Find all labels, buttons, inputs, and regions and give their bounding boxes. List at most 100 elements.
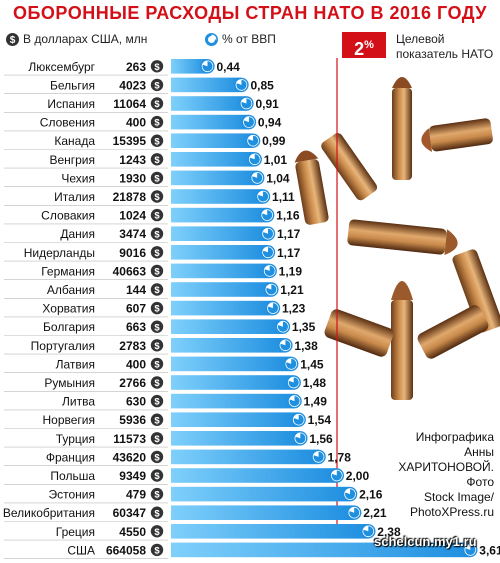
dollar-icon <box>150 320 164 333</box>
usd-value-label: 15395 <box>113 134 147 148</box>
dollar-icon <box>150 450 164 464</box>
dollar-icon-glyph: $ <box>154 378 160 389</box>
credit-line-4: Фото <box>466 475 494 489</box>
gdp-bar <box>171 486 351 502</box>
gdp-value-label: 1,17 <box>277 227 301 241</box>
gdp-value-label: 0,85 <box>250 78 274 92</box>
target-unit: % <box>364 39 374 51</box>
pie-percent-fill <box>268 303 279 314</box>
pie-percent-fill <box>262 210 273 221</box>
usd-value-label: 11573 <box>113 432 146 446</box>
gdp-bar <box>171 263 270 279</box>
usd-value-label: 263 <box>126 60 146 74</box>
gdp-value-label: 2,16 <box>359 488 383 502</box>
dollar-icon <box>150 208 164 222</box>
gdp-value-label: 1,17 <box>277 246 301 260</box>
gdp-bar <box>171 356 292 372</box>
gdp-bar <box>171 338 286 353</box>
country-label: Румыния <box>44 376 95 390</box>
dollar-icon-glyph: $ <box>154 397 160 408</box>
pie-percent-fill <box>263 247 274 258</box>
usd-value-label: 3474 <box>119 227 146 241</box>
usd-value-label: 21878 <box>113 190 147 204</box>
dollar-icon <box>150 264 164 278</box>
gdp-bar <box>171 449 319 465</box>
country-label: Испания <box>47 97 95 111</box>
country-label: Хорватия <box>42 302 95 316</box>
dollar-icon-glyph: $ <box>154 434 160 445</box>
country-label: Норвегия <box>42 413 95 427</box>
pie-percent-fill <box>248 135 259 146</box>
country-label: Германия <box>41 264 95 278</box>
gdp-bar <box>171 524 369 539</box>
country-label: Венгрия <box>49 153 95 167</box>
gdp-bar <box>171 300 273 316</box>
gdp-bar <box>171 245 268 260</box>
cartridge-vertical-top <box>392 77 412 180</box>
dollar-icon-glyph: $ <box>154 81 160 92</box>
dollar-icon <box>150 171 164 185</box>
usd-value-label: 4550 <box>119 525 146 539</box>
country-label: Греция <box>56 525 95 539</box>
country-label: Канада <box>54 134 95 148</box>
gdp-value-label: 1,01 <box>264 153 288 167</box>
dollar-icon <box>150 60 164 73</box>
gdp-bar <box>171 468 337 483</box>
usd-value-label: 5936 <box>119 413 146 427</box>
country-label: Чехия <box>61 171 95 185</box>
usd-value-label: 400 <box>126 357 146 371</box>
gdp-bar <box>171 189 264 204</box>
credit-line-3: ХАРИТОНОВОЙ. <box>398 460 494 474</box>
dollar-icon-glyph: $ <box>154 248 160 259</box>
usd-value-label: 43620 <box>113 450 147 464</box>
dollar-icon-glyph: $ <box>154 546 160 557</box>
pie-percent-fill <box>363 526 374 537</box>
dollar-icon <box>150 78 164 92</box>
dollar-icon-glyph: $ <box>154 304 160 315</box>
gdp-value-label: 1,54 <box>308 413 332 427</box>
dollar-icon-glyph: $ <box>154 360 160 371</box>
pie-percent-fill <box>243 117 254 128</box>
dollar-icon-glyph: $ <box>154 136 160 147</box>
dollar-icon-glyph: $ <box>154 285 160 296</box>
target-badge: 2% <box>342 32 386 59</box>
legend-usd-label: В долларах США, млн <box>23 32 148 46</box>
watermark: schelcun.my1.ru <box>374 534 477 549</box>
gdp-bar <box>171 393 295 409</box>
target-value: 2 <box>354 39 365 59</box>
dollar-icon-glyph: $ <box>154 322 160 333</box>
cartridge-bottom-right <box>417 305 489 359</box>
pie-percent-fill <box>280 340 291 351</box>
gdp-bar <box>171 59 208 74</box>
gdp-value-label: 1,48 <box>303 376 327 390</box>
gdp-bar <box>171 431 301 446</box>
dollar-icon-glyph: $ <box>154 192 160 203</box>
gdp-value-label: 1,35 <box>292 320 316 334</box>
pie-percent-fill <box>249 154 260 165</box>
credit-line-6: PhotoXPress.ru <box>409 505 494 519</box>
country-label: Великобритания <box>3 506 95 520</box>
country-label: Португалия <box>31 339 95 353</box>
pie-percent-fill <box>286 358 297 369</box>
credit-line-5: Stock Image/ <box>423 490 494 504</box>
pie-percent-fill <box>465 544 476 555</box>
pie-percent-fill <box>277 321 288 332</box>
gdp-value-label: 1,38 <box>294 339 318 353</box>
gdp-value-label: 1,56 <box>309 432 333 446</box>
gdp-bar <box>171 412 299 427</box>
page-title: ОБОРОННЫЕ РАСХОДЫ СТРАН НАТО В 2016 ГОДУ <box>12 3 487 23</box>
credit-line-2: Анны <box>464 445 494 459</box>
gdp-value-label: 0,91 <box>255 97 279 111</box>
usd-value-label: 1024 <box>119 209 146 223</box>
pie-percent-fill <box>263 228 274 239</box>
cartridge-left <box>294 150 329 225</box>
pie-percent-fill <box>288 377 299 388</box>
gdp-value-label: 2,38 <box>377 525 401 539</box>
gdp-value-label: 1,21 <box>280 283 304 297</box>
gdp-bar <box>171 207 268 223</box>
pie-percent-fill <box>252 172 263 183</box>
usd-value-label: 1930 <box>119 171 146 185</box>
cartridge-vertical-bottom <box>391 281 413 400</box>
cartridge-right <box>452 249 500 333</box>
